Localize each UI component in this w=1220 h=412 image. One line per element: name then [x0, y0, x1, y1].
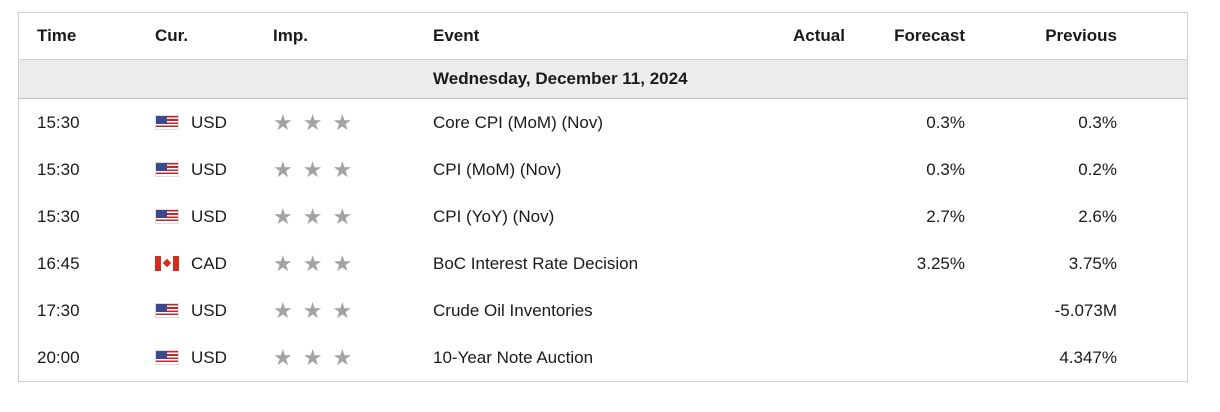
- event-previous: 2.6%: [1078, 206, 1117, 226]
- table-row[interactable]: 15:30 USD ★ ★ ★ CPI (YoY) (Nov) 2.7% 2.6%: [19, 193, 1187, 240]
- importance-star-icon: ★: [273, 203, 293, 229]
- day-separator-row: Wednesday, December 11, 2024: [19, 59, 1187, 99]
- us-flag-icon: [155, 209, 179, 224]
- event-name[interactable]: 10-Year Note Auction: [433, 347, 594, 367]
- importance-stars: ★ ★ ★: [273, 109, 353, 135]
- table-row[interactable]: 16:45 CAD ★ ★ ★ BoC Interest Rate Decision 3.2…: [19, 240, 1187, 287]
- header-currency[interactable]: Cur.: [155, 26, 189, 45]
- table-row[interactable]: 20:00 USD ★ ★ ★ 10-Year Note Auction 4.347%: [19, 334, 1187, 381]
- event-time: 15:30: [37, 112, 80, 132]
- event-forecast: 2.7%: [926, 206, 965, 226]
- event-actual: [779, 193, 845, 240]
- event-time: 15:30: [37, 159, 80, 179]
- importance-stars: ★ ★ ★: [273, 344, 353, 370]
- event-currency: CAD: [155, 240, 227, 287]
- event-currency: USD: [155, 334, 227, 381]
- event-name[interactable]: CPI (YoY) (Nov): [433, 206, 555, 226]
- importance-star-icon: ★: [302, 109, 323, 135]
- event-currency: USD: [155, 146, 227, 193]
- event-forecast: 3.25%: [916, 253, 965, 273]
- us-flag-icon: [155, 350, 179, 365]
- event-time: 15:30: [37, 206, 80, 226]
- event-previous: -5.073M: [1054, 300, 1117, 320]
- economic-calendar-table: Time Cur. Imp. Event Actual Forecast Pre…: [18, 12, 1188, 382]
- currency-code: CAD: [191, 253, 227, 273]
- event-actual: [779, 334, 845, 381]
- importance-stars: ★ ★ ★: [273, 156, 353, 182]
- us-flag-icon: [155, 303, 179, 318]
- currency-code: USD: [191, 159, 227, 179]
- event-actual: [779, 146, 845, 193]
- event-importance: ★ ★ ★: [273, 99, 352, 146]
- header-actual[interactable]: Actual: [793, 26, 845, 45]
- importance-star-icon: ★: [302, 297, 323, 323]
- importance-star-icon: ★: [302, 250, 323, 276]
- event-forecast: [859, 287, 965, 334]
- event-previous: 0.2%: [1078, 159, 1117, 179]
- event-name[interactable]: Crude Oil Inventories: [433, 300, 593, 320]
- event-currency: USD: [155, 193, 227, 240]
- event-importance: ★ ★ ★: [273, 146, 352, 193]
- event-time: 17:30: [37, 300, 80, 320]
- event-previous: 4.347%: [1059, 347, 1117, 367]
- us-flag-icon: [155, 115, 179, 130]
- header-time[interactable]: Time: [37, 26, 77, 45]
- event-actual: [779, 99, 845, 146]
- us-flag-icon: [155, 162, 179, 177]
- event-name[interactable]: CPI (MoM) (Nov): [433, 159, 562, 179]
- event-forecast: [859, 334, 965, 381]
- importance-stars: ★ ★ ★: [273, 250, 353, 276]
- importance-star-icon: ★: [273, 250, 293, 276]
- importance-star-icon: ★: [332, 344, 353, 370]
- event-importance: ★ ★ ★: [273, 334, 352, 381]
- importance-star-icon: ★: [332, 109, 353, 135]
- importance-stars: ★ ★ ★: [273, 297, 353, 323]
- event-name[interactable]: Core CPI (MoM) (Nov): [433, 112, 604, 132]
- event-importance: ★ ★ ★: [273, 287, 352, 334]
- header-event[interactable]: Event: [433, 26, 480, 45]
- event-previous: 0.3%: [1078, 112, 1117, 132]
- importance-star-icon: ★: [332, 156, 353, 182]
- importance-star-icon: ★: [332, 203, 353, 229]
- event-previous: 3.75%: [1068, 253, 1117, 273]
- currency-code: USD: [191, 347, 227, 367]
- canada-flag-icon: [155, 256, 179, 271]
- importance-star-icon: ★: [302, 344, 323, 370]
- event-name[interactable]: BoC Interest Rate Decision: [433, 253, 639, 273]
- header-previous[interactable]: Previous: [1045, 26, 1117, 45]
- importance-star-icon: ★: [332, 297, 353, 323]
- event-time: 20:00: [37, 347, 80, 367]
- importance-star-icon: ★: [302, 203, 323, 229]
- header-forecast[interactable]: Forecast: [894, 26, 965, 45]
- importance-star-icon: ★: [273, 109, 293, 135]
- table-row[interactable]: 15:30 USD ★ ★ ★ CPI (MoM) (Nov) 0.3% 0.2%: [19, 146, 1187, 193]
- event-currency: USD: [155, 287, 227, 334]
- importance-star-icon: ★: [302, 156, 323, 182]
- event-forecast: 0.3%: [926, 112, 965, 132]
- importance-star-icon: ★: [273, 156, 293, 182]
- table-row[interactable]: 17:30 USD ★ ★ ★ Crude Oil Inventories -5.073M: [19, 287, 1187, 334]
- event-currency: USD: [155, 99, 227, 146]
- event-actual: [779, 240, 845, 287]
- header-importance[interactable]: Imp.: [273, 26, 308, 45]
- event-importance: ★ ★ ★: [273, 240, 352, 287]
- day-label: Wednesday, December 11, 2024: [433, 69, 688, 88]
- event-time: 16:45: [37, 253, 80, 273]
- table-row[interactable]: 15:30 USD ★ ★ ★ Core CPI (MoM) (Nov) 0.3% 0.3%: [19, 99, 1187, 146]
- event-actual: [779, 287, 845, 334]
- table-header: Time Cur. Imp. Event Actual Forecast Pre…: [19, 13, 1187, 59]
- importance-stars: ★ ★ ★: [273, 203, 353, 229]
- importance-star-icon: ★: [273, 344, 293, 370]
- currency-code: USD: [191, 112, 227, 132]
- importance-star-icon: ★: [273, 297, 293, 323]
- currency-code: USD: [191, 300, 227, 320]
- currency-code: USD: [191, 206, 227, 226]
- event-forecast: 0.3%: [926, 159, 965, 179]
- importance-star-icon: ★: [332, 250, 353, 276]
- event-importance: ★ ★ ★: [273, 193, 352, 240]
